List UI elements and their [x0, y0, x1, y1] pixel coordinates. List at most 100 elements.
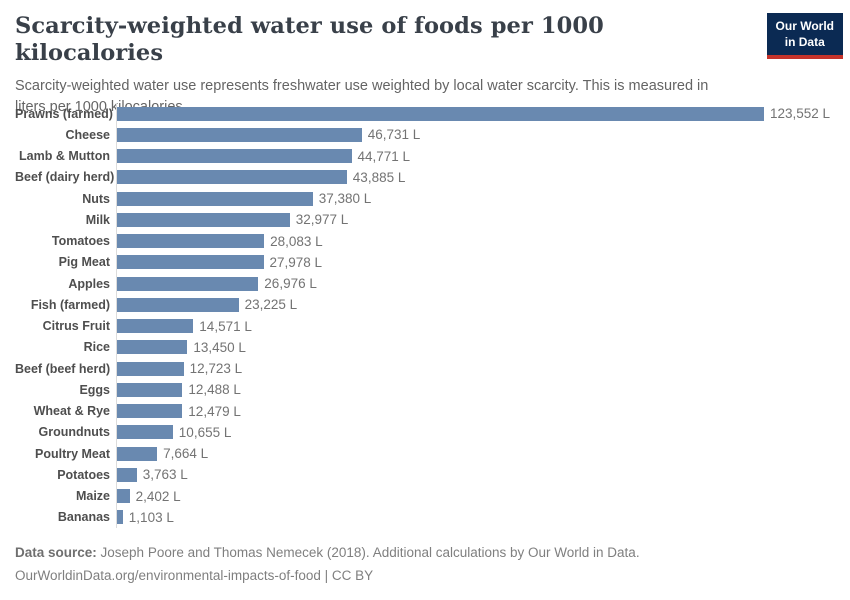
bar-row: Milk 32,977 L — [15, 209, 835, 231]
chart-header: Scarcity-weighted water use of foods per… — [15, 13, 835, 118]
bar-track: 28,083 L — [116, 230, 835, 252]
bar-value: 23,225 L — [244, 297, 298, 313]
bar — [117, 212, 290, 227]
bar — [117, 510, 123, 525]
bar-row: Citrus Fruit 14,571 L — [15, 315, 835, 337]
bar — [117, 297, 239, 312]
bar — [117, 340, 188, 355]
bar-row: Beef (beef herd) 12,723 L — [15, 358, 835, 380]
bar-track: 43,885 L — [116, 166, 835, 188]
chart-footer: Data source: Joseph Poore and Thomas Nem… — [15, 542, 835, 588]
row-label: Pig Meat — [58, 255, 110, 270]
bar-value: 3,763 L — [142, 467, 188, 483]
bar-track: 27,978 L — [116, 251, 835, 273]
bar-value: 37,380 L — [318, 191, 372, 207]
row-label: Cheese — [65, 127, 110, 142]
bar-track: 7,664 L — [116, 443, 835, 465]
bar-row: Wheat & Rye 12,479 L — [15, 400, 835, 422]
bar — [117, 234, 265, 249]
bar-track: 2,402 L — [116, 485, 835, 507]
bar-row: Prawns (farmed) 123,552 L — [15, 103, 835, 125]
source-text: Joseph Poore and Thomas Nemecek (2018). … — [96, 545, 640, 560]
bar-value: 28,083 L — [270, 233, 323, 249]
row-label: Citrus Fruit — [42, 319, 110, 334]
bar-value: 13,450 L — [193, 339, 246, 355]
bar-value: 12,479 L — [188, 403, 241, 419]
bar-row: Tomatoes 28,083 L — [15, 230, 835, 252]
bar-track: 13,450 L — [116, 336, 835, 358]
bar-track: 12,479 L — [116, 400, 835, 422]
row-label: Bananas — [57, 510, 110, 525]
row-label: Lamb & Mutton — [19, 149, 110, 164]
bar — [117, 106, 764, 121]
bar-row: Nuts 37,380 L — [15, 188, 835, 210]
bar-track: 10,655 L — [116, 421, 835, 443]
row-label: Beef (beef herd) — [15, 361, 111, 376]
bar-row: Bananas 1,103 L — [15, 506, 835, 528]
bar-row: Cheese 46,731 L — [15, 124, 835, 146]
bar-row: Poultry Meat 7,664 L — [15, 443, 835, 465]
bar — [117, 425, 173, 440]
bar-row: Groundnuts 10,655 L — [15, 421, 835, 443]
bar-value: 27,978 L — [269, 254, 323, 270]
row-label: Apples — [68, 276, 110, 291]
bar-value: 2,402 L — [135, 488, 181, 504]
owid-logo: Our World in Data — [766, 13, 843, 60]
bar — [117, 404, 183, 419]
bar-value: 43,885 L — [352, 169, 406, 185]
row-label: Eggs — [79, 382, 110, 397]
bar-row: Fish (farmed) 23,225 L — [15, 294, 835, 316]
bar-row: Pig Meat 27,978 L — [15, 251, 835, 273]
bar-value: 10,655 L — [178, 424, 232, 440]
bar-track: 1,103 L — [116, 506, 835, 528]
row-label: Prawns (farmed) — [15, 106, 113, 121]
source-line: Data source: Joseph Poore and Thomas Nem… — [15, 542, 835, 565]
source-label: Data source: — [15, 545, 97, 560]
bar-value: 46,731 L — [367, 127, 421, 143]
bar-track: 23,225 L — [116, 294, 835, 316]
row-label: Groundnuts — [38, 425, 110, 440]
bar-track: 44,771 L — [116, 145, 835, 167]
bar-value: 123,552 L — [770, 106, 831, 122]
bar — [117, 467, 137, 482]
row-label: Rice — [83, 340, 110, 355]
page-title: Scarcity-weighted water use of foods per… — [15, 13, 604, 66]
bar-row: Maize 2,402 L — [15, 485, 835, 507]
bar-track: 12,488 L — [116, 379, 835, 401]
bar-chart: Prawns (farmed) 123,552 L Cheese 46,731 … — [15, 103, 835, 528]
bar — [117, 149, 352, 164]
bar-value: 14,571 L — [199, 318, 252, 334]
bar — [117, 446, 158, 461]
bar — [117, 489, 130, 504]
row-label: Nuts — [82, 191, 110, 206]
row-label: Tomatoes — [51, 234, 110, 249]
bar-track: 3,763 L — [116, 464, 835, 486]
bar — [117, 382, 183, 397]
row-label: Beef (dairy herd) — [15, 170, 115, 185]
owid-logo-line2: in Data — [784, 34, 825, 49]
row-label: Wheat & Rye — [33, 404, 110, 419]
row-label: Potatoes — [57, 467, 110, 482]
bar-value: 1,103 L — [128, 509, 174, 525]
bar-track: 32,977 L — [116, 209, 835, 231]
bar-row: Rice 13,450 L — [15, 336, 835, 358]
row-label: Milk — [85, 212, 110, 227]
bar-value: 26,976 L — [264, 276, 317, 292]
row-label: Fish (farmed) — [30, 297, 110, 312]
bar-track: 26,976 L — [116, 273, 835, 295]
row-label: Maize — [75, 489, 110, 504]
row-label: Poultry Meat — [34, 446, 110, 461]
bar-value: 7,664 L — [163, 446, 209, 462]
bar — [117, 255, 264, 270]
bar-row: Potatoes 3,763 L — [15, 464, 835, 486]
bar-track: 14,571 L — [116, 315, 835, 337]
bar-row: Beef (dairy herd) 43,885 L — [15, 166, 835, 188]
owid-logo-line1: Our World — [775, 19, 834, 33]
bar — [117, 191, 313, 206]
bar — [117, 170, 347, 185]
bar-value: 12,488 L — [188, 382, 241, 398]
bar-row: Apples 26,976 L — [15, 273, 835, 295]
bar-track: 37,380 L — [116, 188, 835, 210]
bar-value: 12,723 L — [189, 361, 243, 377]
